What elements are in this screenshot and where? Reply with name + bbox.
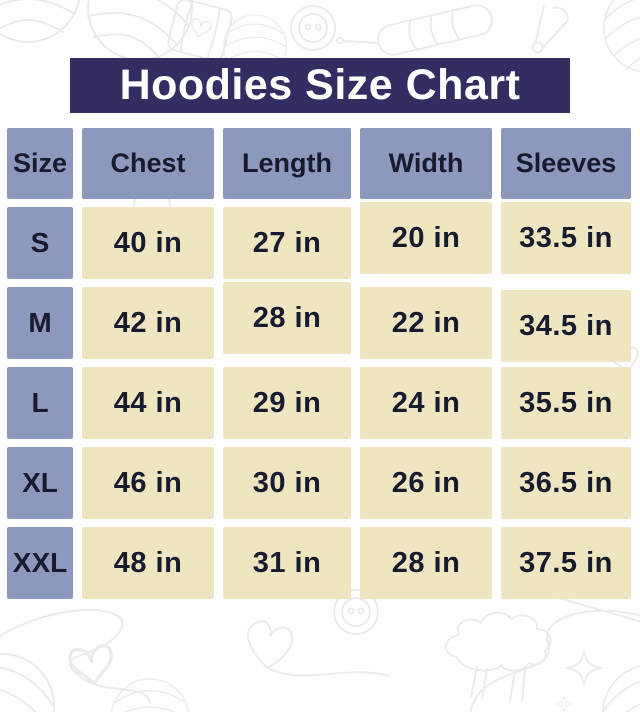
width-value: 24 in: [360, 367, 492, 439]
title-banner: Hoodies Size Chart: [70, 58, 570, 113]
size-cell: XXL: [7, 527, 73, 599]
sparkle-icon: [566, 650, 602, 686]
column-header-sleeves: Sleeves: [501, 128, 631, 199]
yarn-ball-icon: [110, 678, 190, 712]
yarn-ball-icon: [594, 0, 640, 82]
yarn-ball-icon: [0, 636, 72, 712]
thread-squiggle-icon: [0, 609, 151, 705]
button-icon: [290, 5, 336, 51]
chest-value: 44 in: [82, 367, 214, 439]
width-value: 20 in: [360, 202, 492, 274]
sleeves-value: 35.5 in: [501, 367, 631, 439]
column-header-length: Length: [223, 128, 351, 199]
thread-heart-icon: [247, 620, 389, 677]
length-value: 30 in: [223, 447, 351, 519]
sleeves-value: 37.5 in: [501, 527, 631, 599]
chest-value: 42 in: [82, 287, 214, 359]
sparkle-icon: [555, 695, 573, 712]
thread-squiggle-icon: [469, 595, 640, 712]
width-value: 26 in: [360, 447, 492, 519]
length-value: 28 in: [223, 282, 351, 354]
sleeves-value: 34.5 in: [501, 290, 631, 362]
size-cell: XL: [7, 447, 73, 519]
sheep-icon: [445, 611, 552, 702]
size-cell: L: [7, 367, 73, 439]
size-cell: M: [7, 287, 73, 359]
yarn-ball-icon: [587, 649, 640, 712]
width-value: 28 in: [360, 527, 492, 599]
column-header-chest: Chest: [82, 128, 214, 199]
knitting-needle-icon: [335, 4, 493, 56]
chest-value: 40 in: [82, 207, 214, 279]
chest-value: 48 in: [82, 527, 214, 599]
knitted-tag-icon: [167, 0, 233, 62]
size-chart-table: Size Chest Length Width Sleeves S 40 in …: [7, 128, 631, 599]
length-value: 31 in: [223, 527, 351, 599]
length-value: 27 in: [223, 207, 351, 279]
yarn-ball-icon: [0, 0, 81, 43]
column-header-size: Size: [7, 128, 73, 199]
safety-pin-icon: [531, 4, 569, 54]
length-value: 29 in: [223, 367, 351, 439]
size-cell: S: [7, 207, 73, 279]
sleeves-value: 33.5 in: [501, 202, 631, 274]
sleeves-value: 36.5 in: [501, 447, 631, 519]
column-header-width: Width: [360, 128, 492, 199]
chest-value: 46 in: [82, 447, 214, 519]
width-value: 22 in: [360, 287, 492, 359]
page-title: Hoodies Size Chart: [119, 61, 521, 109]
